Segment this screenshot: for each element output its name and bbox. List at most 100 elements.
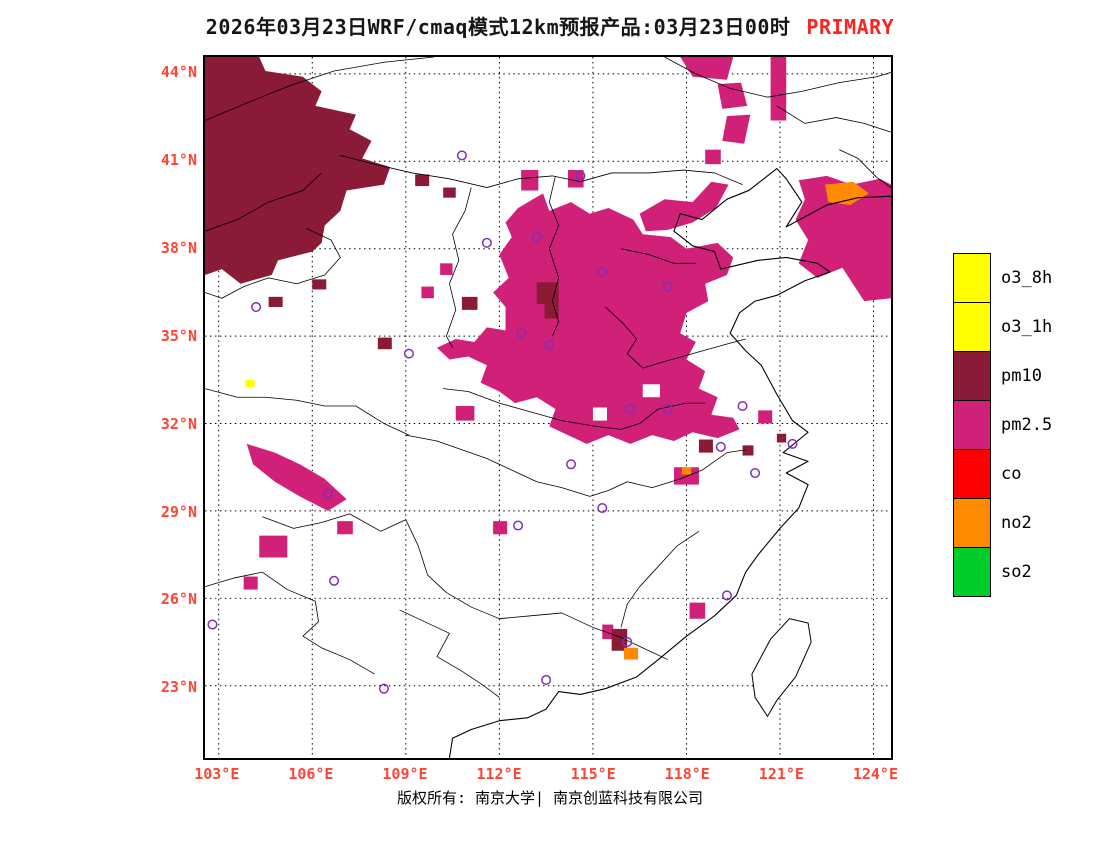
region-pm2.5: [246, 443, 347, 511]
city-marker: [566, 459, 577, 470]
province-boundary: [776, 105, 891, 133]
region-pm2.5: [455, 406, 475, 421]
lon-tick-label: 124°E: [852, 765, 898, 783]
city-marker: [513, 520, 524, 531]
legend-swatch: [953, 547, 991, 597]
island-taiwan: [751, 618, 812, 718]
province-boundary: [839, 149, 891, 188]
legend-swatch: [953, 253, 991, 303]
province-boundary: [664, 57, 891, 98]
region-pm2.5: [567, 170, 584, 188]
region-pm2.5: [436, 193, 740, 444]
legend-swatch: [953, 400, 991, 450]
region-pm2.5: [421, 286, 434, 299]
province-boundary: [205, 227, 341, 299]
region-pm2.5: [493, 521, 508, 535]
region-pm2.5: [770, 57, 787, 121]
region-pm2.5: [689, 602, 706, 619]
city-marker: [531, 232, 542, 243]
title-main: 2026年03月23日WRF/cmaq模式12km预报产品:03月23日00时: [205, 15, 791, 39]
lat-tick-label: 23°N: [160, 678, 197, 697]
legend-swatch: [953, 449, 991, 499]
city-marker: [597, 503, 608, 514]
lon-tick-label: 121°E: [758, 765, 804, 783]
legend-item-o3_8h: o3_8h: [953, 253, 1052, 303]
coastline: [448, 168, 891, 758]
region-pm2.5: [705, 149, 721, 165]
legend-item-pm10: pm10: [953, 351, 1052, 401]
lon-tick-label: 118°E: [664, 765, 710, 783]
region-no2: [825, 181, 869, 206]
page-title: 2026年03月23日WRF/cmaq模式12km预报产品:03月23日00时 P…: [0, 11, 1100, 40]
city-marker: [251, 301, 262, 312]
region-pm2.5: [521, 170, 539, 191]
lat-axis: 44°N 41°N 38°N 35°N 32°N 29°N 26°N 23°N: [123, 55, 197, 760]
legend-label: no2: [1001, 513, 1032, 533]
lon-axis: 103°E 106°E 109°E 112°E 115°E 118°E 121°E 124°E: [194, 765, 898, 787]
region-pm10: [611, 628, 628, 651]
lon-tick-label: 106°E: [288, 765, 334, 783]
lat-tick-label: 26°N: [160, 590, 197, 609]
province-boundary: [205, 388, 410, 436]
lon-tick-label: 115°E: [570, 765, 616, 783]
legend: o3_8h o3_1h pm10 pm2.5 co no2 so2: [953, 253, 1052, 597]
legend-label: pm10: [1001, 366, 1042, 386]
copyright-text: 版权所有: 南京大学| 南京创蓝科技有限公司: [396, 789, 704, 807]
region-pm10: [698, 439, 713, 453]
city-marker: [737, 400, 748, 412]
forecast-map: [205, 57, 891, 758]
region-pm2.5: [722, 114, 751, 144]
legend-swatch: [953, 351, 991, 401]
lat-tick-label: 44°N: [160, 62, 197, 81]
city-marker: [516, 328, 527, 339]
legend-item-so2: so2: [953, 547, 1052, 597]
city-marker: [329, 575, 340, 586]
region-pm2.5: [602, 624, 614, 640]
region-pm2.5: [758, 410, 773, 424]
legend-swatch: [953, 498, 991, 548]
region-pm10: [742, 445, 754, 456]
region-pm2.5: [673, 467, 699, 485]
city-marker: [662, 403, 673, 415]
lat-tick-label: 32°N: [160, 414, 197, 433]
region-no2: [624, 647, 639, 660]
province-boundary: [205, 172, 322, 232]
region-pm10: [312, 279, 327, 290]
city-marker: [456, 150, 467, 161]
map-frame: [203, 55, 893, 760]
province-boundary: [605, 306, 746, 369]
city-marker: [750, 468, 761, 479]
province-boundary: [548, 175, 560, 337]
legend-label: o3_8h: [1001, 268, 1053, 288]
lat-tick-label: 35°N: [160, 326, 197, 345]
region-pm2.5: [259, 535, 288, 558]
province-boundary: [205, 57, 434, 121]
province-boundary: [399, 609, 500, 698]
region-pm2.5: [680, 57, 734, 80]
copyright-footer: 版权所有: 南京大学| 南京创蓝科技有限公司: [0, 787, 1100, 808]
title-pollutant-tag: PRIMARY: [806, 15, 895, 39]
region-pm10: [377, 337, 392, 350]
legend-label: o3_1h: [1001, 317, 1053, 337]
city-marker: [403, 348, 414, 359]
region-pm10: [536, 282, 559, 319]
lon-tick-label: 109°E: [382, 765, 428, 783]
city-marker: [575, 170, 586, 181]
legend-item-co: co: [953, 449, 1052, 499]
city-marker: [481, 237, 492, 248]
province-boundary: [205, 571, 375, 675]
legend-item-no2: no2: [953, 498, 1052, 548]
legend-swatch: [953, 302, 991, 352]
region-pm10: [461, 296, 478, 310]
city-marker: [625, 403, 636, 415]
lat-tick-label: 41°N: [160, 150, 197, 169]
city-marker: [597, 266, 608, 277]
legend-label: pm2.5: [1001, 415, 1053, 435]
city-marker: [378, 683, 389, 694]
region-clear: [642, 384, 660, 398]
city-marker: [721, 590, 732, 601]
region-o3_8h: [245, 379, 255, 388]
lon-tick-label: 103°E: [194, 765, 240, 783]
region-pm2.5: [440, 263, 453, 275]
